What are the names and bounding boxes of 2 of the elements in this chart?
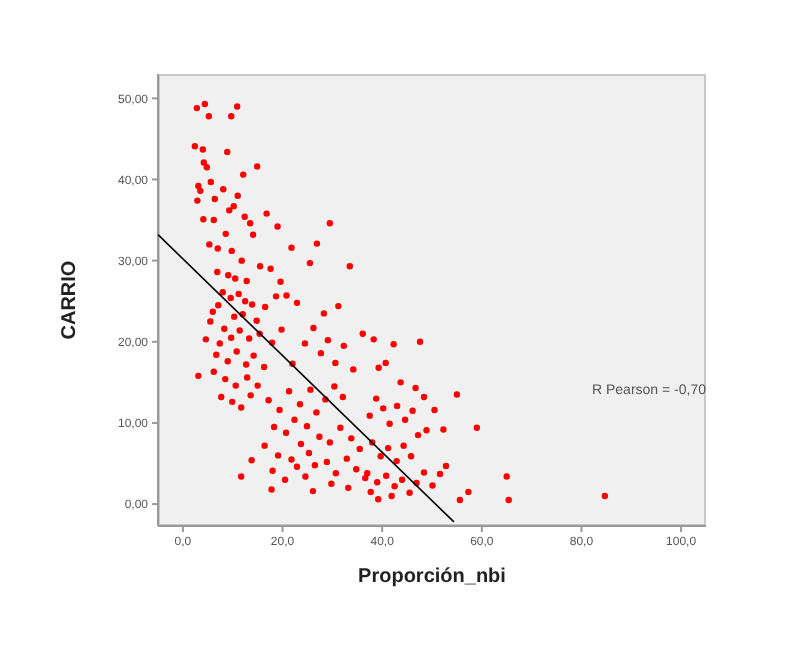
y-axis-title: CARRIO (59, 260, 82, 340)
x-axis-title: Proporción_nbi (358, 566, 507, 588)
